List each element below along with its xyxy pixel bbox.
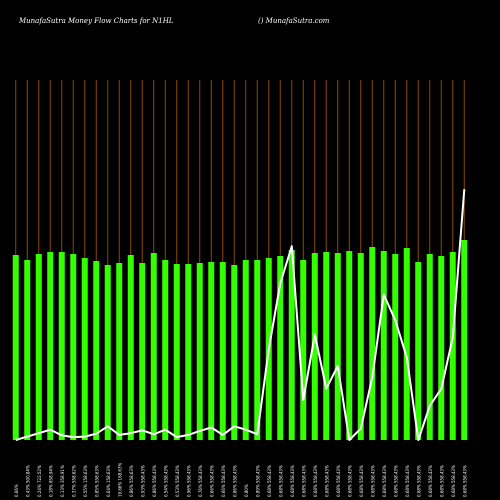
x-tick-label: 0.86% 558.63% <box>129 465 134 497</box>
x-tick-label: 0.66% 558.43% <box>209 465 214 497</box>
x-tick-label: 0.18% 858.94% <box>48 465 53 497</box>
bar <box>173 264 180 440</box>
x-tick-label: 0.37% 558.62% <box>71 465 76 497</box>
bar <box>35 254 42 440</box>
bar <box>24 260 31 440</box>
chart-title: MunafaSutra Money Flow Charts for N1HL <box>19 17 174 25</box>
bar <box>231 265 238 440</box>
x-axis-labels: 0.66% 0.43% 500.84% 0.24% 722.52% 0.18% 858… <box>14 462 468 497</box>
money-flow-line <box>15 189 466 441</box>
bar <box>300 260 307 440</box>
bar <box>334 253 341 440</box>
bar <box>162 260 169 440</box>
bar <box>254 260 261 440</box>
x-tick-label: 0.68% 558.43% <box>359 465 364 497</box>
bar <box>323 252 330 440</box>
x-tick-label: 0.68% 558.43% <box>290 465 295 497</box>
x-tick-label: 0.68% 558.43% <box>416 465 421 497</box>
x-tick-label: 0.68% 558.43% <box>267 465 272 497</box>
bar <box>219 262 226 440</box>
x-tick-label: 0.93% 558.43% <box>140 465 145 497</box>
x-tick-label: 19.66% 168.63% <box>117 462 122 497</box>
x-tick-label: 0.85% 558.63% <box>94 465 99 497</box>
bar <box>392 254 399 440</box>
x-tick-label: 0.68% 558.43% <box>278 465 283 497</box>
bar <box>242 260 249 440</box>
bar <box>150 253 157 440</box>
bar <box>70 254 77 440</box>
x-tick-label: 0.68% 558.43% <box>347 465 352 497</box>
bar <box>311 253 318 440</box>
bar <box>185 264 192 440</box>
x-tick-label: 0.53% 558.43% <box>175 465 180 497</box>
x-tick-label: 0.66% <box>14 484 19 497</box>
bar <box>277 256 284 440</box>
x-tick-label: 0.76% 558.43% <box>198 465 203 497</box>
bar <box>196 263 203 440</box>
x-tick-label: 0.68% 558.43% <box>451 465 456 497</box>
bar <box>288 250 295 440</box>
x-tick-label: 0.68% 558.43% <box>382 465 387 497</box>
bar <box>104 265 111 440</box>
bar <box>449 252 456 440</box>
bar <box>116 263 123 440</box>
x-tick-label: 0.86% 558.43% <box>232 465 237 497</box>
x-tick-label: 0.66% 558.43% <box>221 465 226 497</box>
x-tick-label: 0.64% 158.63% <box>106 465 111 497</box>
bar <box>12 255 19 440</box>
x-tick-label: 0.54% 558.43% <box>163 465 168 497</box>
x-tick-label: 0.68% 558.43% <box>313 465 318 497</box>
bar <box>357 253 364 440</box>
x-tick-label: 0.68% 558.43% <box>462 465 467 497</box>
bar <box>369 247 376 440</box>
site-credit: () MunafaSutra.com <box>258 17 330 25</box>
bar <box>139 263 146 440</box>
bar-series <box>12 240 468 440</box>
bar <box>208 262 215 440</box>
x-tick-label: 0.43% 500.84% <box>25 465 30 497</box>
x-tick-label: 0.80% <box>244 484 249 497</box>
bar <box>426 254 433 440</box>
bar <box>81 258 88 440</box>
bar <box>93 261 100 440</box>
bar <box>380 251 387 440</box>
x-tick-label: 0.68% 558.43% <box>301 465 306 497</box>
bar <box>47 252 54 440</box>
x-tick-label: 0.68% 558.43% <box>428 465 433 497</box>
x-tick-label: 0.13% 358.91% <box>60 465 65 497</box>
x-tick-label: 0.68% 558.43% <box>405 465 410 497</box>
x-tick-label: 0.55% 158.63% <box>83 465 88 497</box>
x-tick-label: 0.68% 558.43% <box>336 465 341 497</box>
bar <box>438 256 445 440</box>
bar <box>127 255 134 440</box>
bar <box>58 252 65 440</box>
x-tick-label: 0.86% 558.43% <box>152 465 157 497</box>
bar <box>403 248 410 440</box>
x-tick-label: 0.68% 558.43% <box>324 465 329 497</box>
x-tick-label: 0.68% 558.43% <box>370 465 375 497</box>
x-tick-label: 0.96% 558.43% <box>186 465 191 497</box>
x-tick-label: 0.89% 558.43% <box>255 465 260 497</box>
bar <box>346 251 353 440</box>
x-tick-label: 0.68% 558.43% <box>393 465 398 497</box>
x-tick-label: 0.68% 558.43% <box>439 465 444 497</box>
bar <box>415 262 422 440</box>
x-tick-label: 0.24% 722.52% <box>37 465 42 497</box>
bar <box>461 240 468 440</box>
